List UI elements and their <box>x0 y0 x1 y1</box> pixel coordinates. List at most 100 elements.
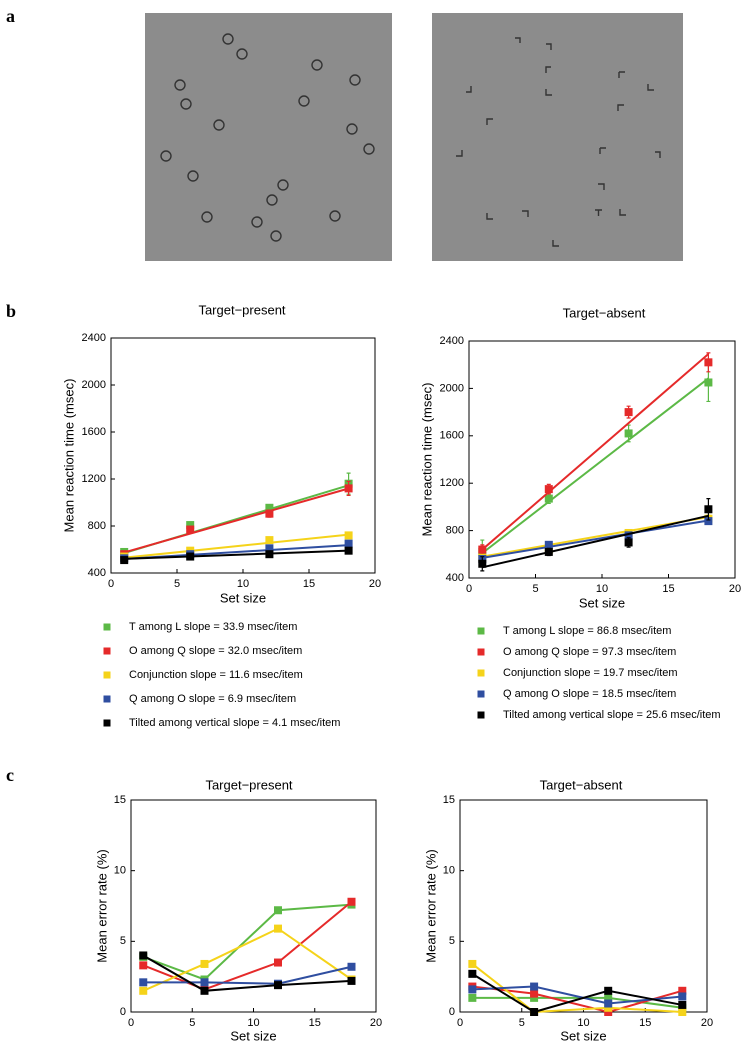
y-tick-label: 2400 <box>440 335 464 347</box>
marker <box>347 897 356 906</box>
x-tick-label: 0 <box>108 578 114 590</box>
marker <box>604 1008 613 1016</box>
marker <box>347 976 356 985</box>
x-tick-label: 10 <box>596 583 608 595</box>
marker <box>468 985 477 994</box>
chart-title: Target−present <box>198 302 285 317</box>
marker <box>265 550 274 559</box>
marker <box>604 993 613 1002</box>
legend-marker <box>477 690 485 698</box>
x-axis-label: Set size <box>220 590 266 605</box>
fit-line <box>481 353 710 551</box>
stimulus-letters <box>432 13 683 261</box>
x-axis-label: Set size <box>579 595 625 610</box>
series-line <box>142 954 352 992</box>
fit-line <box>482 519 709 559</box>
x-tick-label: 5 <box>519 1017 525 1029</box>
x-tick-label: 20 <box>370 1017 382 1029</box>
marker <box>139 951 148 960</box>
series-line <box>142 927 353 992</box>
marker <box>200 986 209 995</box>
marker <box>678 1000 687 1009</box>
marker <box>704 358 713 367</box>
legend-label: O among Q slope = 97.3 msec/item <box>503 646 676 658</box>
x-tick-label: 5 <box>174 578 180 590</box>
marker <box>265 509 274 518</box>
legend-label: Tilted among vertical slope = 4.1 msec/i… <box>129 717 340 729</box>
y-tick-label: 800 <box>88 520 106 532</box>
y-tick-label: 1200 <box>82 473 106 485</box>
marker <box>265 503 274 512</box>
y-tick-label: 400 <box>446 572 464 584</box>
marker <box>186 525 195 534</box>
marker <box>478 545 487 554</box>
x-axis-label: Set size <box>230 1028 276 1043</box>
fit-line <box>123 487 349 554</box>
x-tick-label: 5 <box>532 583 538 595</box>
marker <box>604 986 613 995</box>
x-tick-label: 10 <box>237 578 249 590</box>
y-tick-label: 5 <box>449 935 455 947</box>
x-axis-label: Set size <box>560 1028 606 1043</box>
series-line <box>472 985 683 1014</box>
y-tick-label: 10 <box>114 865 126 877</box>
legend-marker <box>477 711 485 719</box>
legend-label: O among Q slope = 32.0 msec/item <box>129 645 302 657</box>
marker <box>265 536 274 545</box>
y-tick-label: 1600 <box>82 426 106 438</box>
panel-label: c <box>6 765 14 785</box>
y-axis-label: Mean error rate (%) <box>423 849 438 962</box>
marker <box>704 517 713 526</box>
legend-marker <box>103 671 111 679</box>
legend-label: T among L slope = 86.8 msec/item <box>503 625 671 637</box>
x-tick-label: 0 <box>128 1017 134 1029</box>
y-tick-label: 2000 <box>440 382 464 394</box>
marker <box>530 989 539 998</box>
marker <box>530 1008 539 1016</box>
marker <box>186 521 195 530</box>
marker <box>530 982 539 991</box>
y-tick-label: 10 <box>443 865 455 877</box>
marker <box>624 531 633 540</box>
marker <box>704 378 713 387</box>
marker <box>478 559 487 568</box>
y-tick-label: 1600 <box>440 430 464 442</box>
series-line <box>472 985 683 1005</box>
marker <box>200 959 209 968</box>
marker <box>186 552 195 561</box>
legend-label: Conjunction slope = 11.6 msec/item <box>129 669 303 681</box>
marker <box>604 1003 613 1012</box>
marker <box>344 539 353 548</box>
x-tick-label: 0 <box>466 583 472 595</box>
marker <box>274 981 282 990</box>
marker <box>344 531 353 540</box>
y-tick-label: 2000 <box>82 379 106 391</box>
series-line <box>142 903 352 981</box>
marker <box>274 958 282 967</box>
fit-line <box>482 514 709 569</box>
legend-label: T among L slope = 33.9 msec/item <box>129 621 297 633</box>
chart-title: Target−absent <box>563 305 646 320</box>
y-tick-label: 800 <box>446 525 464 537</box>
marker <box>678 992 687 1001</box>
marker <box>344 546 353 555</box>
fit-line <box>124 533 349 559</box>
plot-frame <box>110 337 376 574</box>
y-tick-label: 400 <box>88 567 106 579</box>
legend-marker <box>103 695 111 703</box>
legend-label: Conjunction slope = 19.7 msec/item <box>503 667 678 679</box>
chart-title: Target−absent <box>540 777 623 792</box>
legend-label: Q among O slope = 6.9 msec/item <box>129 693 296 705</box>
marker <box>530 993 539 1002</box>
panel-label: a <box>6 6 15 26</box>
marker <box>704 505 713 514</box>
x-tick-label: 20 <box>729 583 741 595</box>
x-tick-label: 15 <box>662 583 674 595</box>
legend-marker <box>103 623 111 631</box>
marker <box>624 429 633 438</box>
chart-title: Target−present <box>205 777 292 792</box>
marker <box>468 969 477 978</box>
legend-marker <box>103 647 111 655</box>
charts: Target−present Set size Mean reaction time… <box>61 302 741 1043</box>
marker <box>344 484 353 493</box>
